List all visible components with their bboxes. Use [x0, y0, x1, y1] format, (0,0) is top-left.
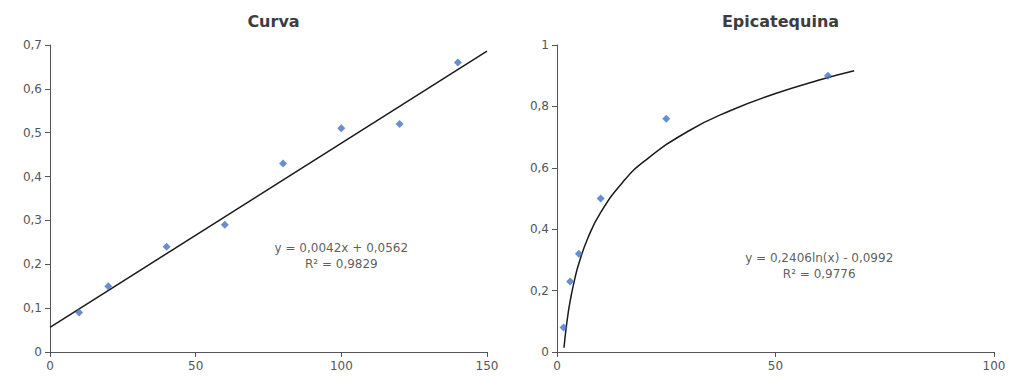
svg-text:Epicatequina: Epicatequina: [722, 12, 839, 31]
svg-text:0,2: 0,2: [23, 257, 42, 271]
svg-text:150: 150: [476, 359, 499, 373]
svg-text:0,5: 0,5: [23, 126, 42, 140]
svg-text:0,4: 0,4: [23, 170, 42, 184]
svg-text:0,1: 0,1: [23, 301, 42, 315]
svg-text:Curva: Curva: [247, 12, 299, 31]
svg-text:R² = 0,9776: R² = 0,9776: [783, 267, 856, 281]
svg-text:0: 0: [46, 359, 54, 373]
svg-text:y = 0,0042x + 0,0562: y = 0,0042x + 0,0562: [275, 241, 409, 255]
svg-text:0,4: 0,4: [530, 222, 549, 236]
svg-text:0: 0: [553, 359, 561, 373]
svg-text:0,2: 0,2: [530, 284, 549, 298]
svg-text:y = 0,2406ln(x) - 0,0992: y = 0,2406ln(x) - 0,0992: [745, 251, 893, 265]
svg-text:100: 100: [983, 359, 1006, 373]
svg-text:50: 50: [188, 359, 203, 373]
svg-text:R² = 0,9829: R² = 0,9829: [305, 257, 378, 271]
svg-text:0,3: 0,3: [23, 213, 42, 227]
svg-text:0: 0: [541, 345, 549, 359]
svg-text:0,8: 0,8: [530, 99, 549, 113]
svg-text:0,6: 0,6: [23, 82, 42, 96]
svg-text:0: 0: [34, 345, 42, 359]
svg-text:0,7: 0,7: [23, 38, 42, 52]
svg-text:0,6: 0,6: [530, 161, 549, 175]
svg-text:50: 50: [768, 359, 783, 373]
svg-text:1: 1: [541, 38, 549, 52]
svg-text:100: 100: [330, 359, 353, 373]
